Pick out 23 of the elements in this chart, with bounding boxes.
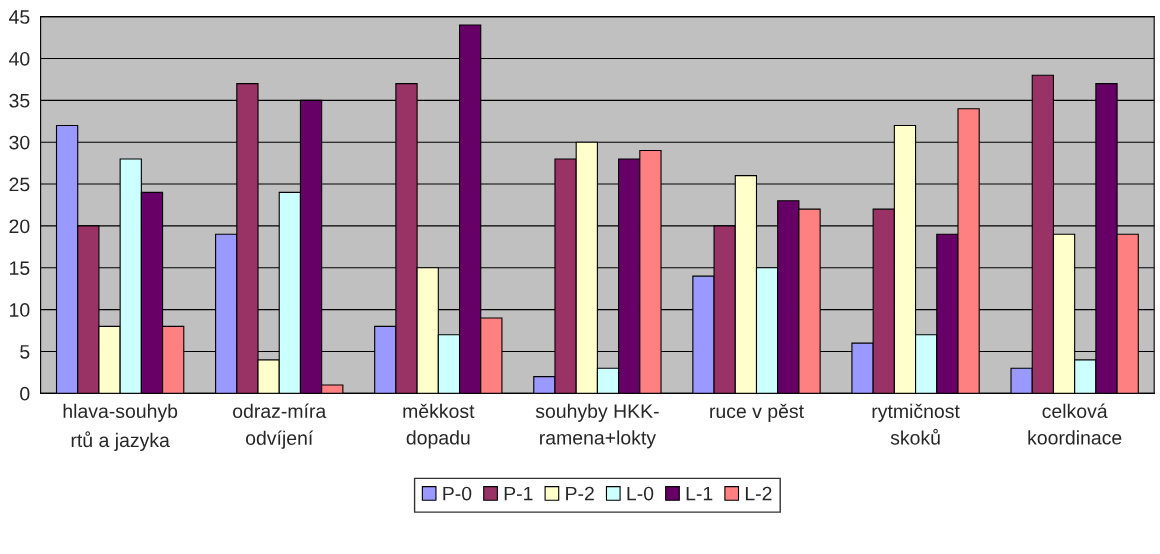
legend-label: L-0 bbox=[627, 486, 654, 501]
legend-label: L-1 bbox=[686, 486, 713, 501]
y-tick-label: 10 bbox=[10, 303, 30, 317]
y-tick-label: 45 bbox=[9, 10, 30, 24]
legend-label: P-2 bbox=[566, 486, 594, 501]
y-tick-label: 40 bbox=[9, 51, 30, 66]
y-tick-label: 25 bbox=[9, 177, 30, 192]
legend-label: L-2 bbox=[745, 486, 772, 501]
x-tick-label: odraz-míra odvíjení bbox=[233, 403, 327, 449]
x-tick-label: souhyby HKK- ramena+lokty bbox=[535, 403, 659, 449]
y-tick-label: 5 bbox=[20, 345, 30, 359]
x-tick-label: hlava-souhyb rtů a jazyka bbox=[63, 403, 178, 451]
y-tick-label: 35 bbox=[9, 93, 30, 108]
x-tick-label: rytmičnost skoků bbox=[872, 403, 960, 445]
y-tick-label: 20 bbox=[9, 219, 30, 234]
y-tick-label: 15 bbox=[10, 261, 30, 275]
x-tick-label: celková koordinace bbox=[1028, 403, 1122, 445]
legend-label: P-1 bbox=[504, 486, 533, 501]
y-tick-label: 30 bbox=[9, 135, 30, 150]
x-tick-label: ruce v pěst bbox=[710, 403, 804, 422]
legend-label: P-0 bbox=[443, 486, 472, 501]
y-tick-label: 0 bbox=[20, 386, 30, 401]
x-tick-label: měkkost dopadu bbox=[403, 403, 475, 449]
